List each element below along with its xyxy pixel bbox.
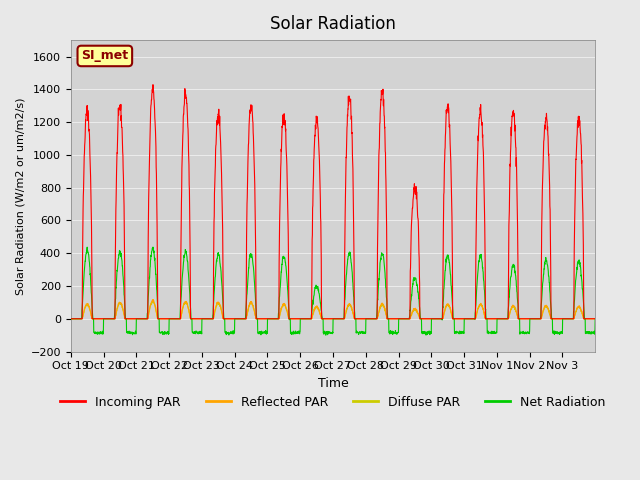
Text: SI_met: SI_met xyxy=(81,49,129,62)
X-axis label: Time: Time xyxy=(317,377,348,390)
Legend: Incoming PAR, Reflected PAR, Diffuse PAR, Net Radiation: Incoming PAR, Reflected PAR, Diffuse PAR… xyxy=(55,391,611,414)
Y-axis label: Solar Radiation (W/m2 or um/m2/s): Solar Radiation (W/m2 or um/m2/s) xyxy=(15,97,25,295)
Title: Solar Radiation: Solar Radiation xyxy=(270,15,396,33)
